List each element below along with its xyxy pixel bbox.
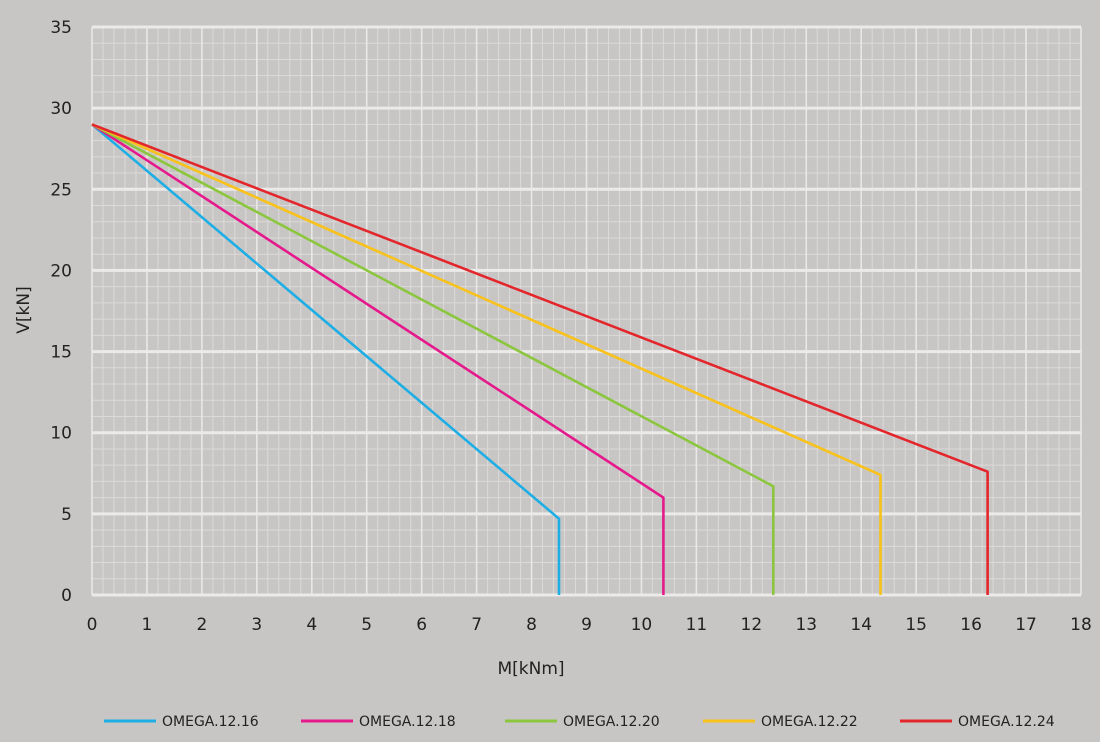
x-tick-label: 17 [1015, 615, 1037, 635]
legend-label-omega-12-24: OMEGA.12.24 [958, 714, 1055, 730]
legend-label-omega-12-22: OMEGA.12.22 [761, 714, 858, 730]
x-tick-labels: 0 1 2 3 4 5 6 7 8 9 10 11 12 13 14 15 16 17 18 [87, 615, 1092, 635]
y-tick-label: 10 [50, 424, 72, 444]
y-tick-label: 25 [50, 180, 72, 200]
legend-label-omega-12-20: OMEGA.12.20 [563, 714, 660, 730]
legend-label-omega-12-18: OMEGA.12.18 [359, 714, 456, 730]
x-tick-label: 6 [416, 615, 427, 635]
x-tick-label: 2 [196, 615, 207, 635]
x-tick-label: 0 [87, 615, 98, 635]
x-tick-label: 9 [581, 615, 592, 635]
x-tick-label: 18 [1070, 615, 1092, 635]
series-line-omega-12-20 [91, 123, 775, 595]
x-tick-label: 7 [471, 615, 482, 635]
y-tick-label: 35 [50, 18, 72, 38]
series-line-omega-12-16 [91, 123, 561, 595]
series-line-omega-12-22 [91, 123, 882, 595]
x-tick-label: 1 [142, 615, 153, 635]
y-tick-labels: 0 5 10 15 20 25 30 35 [50, 18, 72, 606]
x-tick-label: 12 [741, 615, 763, 635]
legend: OMEGA.12.16 OMEGA.12.18 OMEGA.12.20 OMEGA.1… [104, 714, 1055, 730]
series-lines [91, 123, 989, 595]
x-tick-label: 5 [361, 615, 372, 635]
x-tick-label: 4 [306, 615, 317, 635]
x-tick-label: 8 [526, 615, 537, 635]
series-line-omega-12-24 [91, 123, 989, 595]
x-tick-label: 15 [905, 615, 927, 635]
y-tick-label: 30 [50, 99, 72, 119]
y-tick-label: 15 [50, 343, 72, 363]
x-tick-label: 16 [960, 615, 982, 635]
x-tick-label: 3 [251, 615, 262, 635]
y-axis-title: V[kN] [14, 286, 34, 333]
legend-label-omega-12-16: OMEGA.12.16 [162, 714, 259, 730]
x-tick-label: 14 [850, 615, 872, 635]
x-axis-title: M[kNm] [497, 659, 564, 679]
y-tick-label: 20 [50, 261, 72, 281]
y-tick-label: 5 [61, 505, 72, 525]
y-tick-label: 0 [61, 586, 72, 606]
x-tick-label: 10 [631, 615, 653, 635]
x-tick-label: 11 [686, 615, 708, 635]
x-tick-label: 13 [795, 615, 817, 635]
grid [91, 25, 1082, 597]
series-line-omega-12-18 [91, 123, 665, 595]
